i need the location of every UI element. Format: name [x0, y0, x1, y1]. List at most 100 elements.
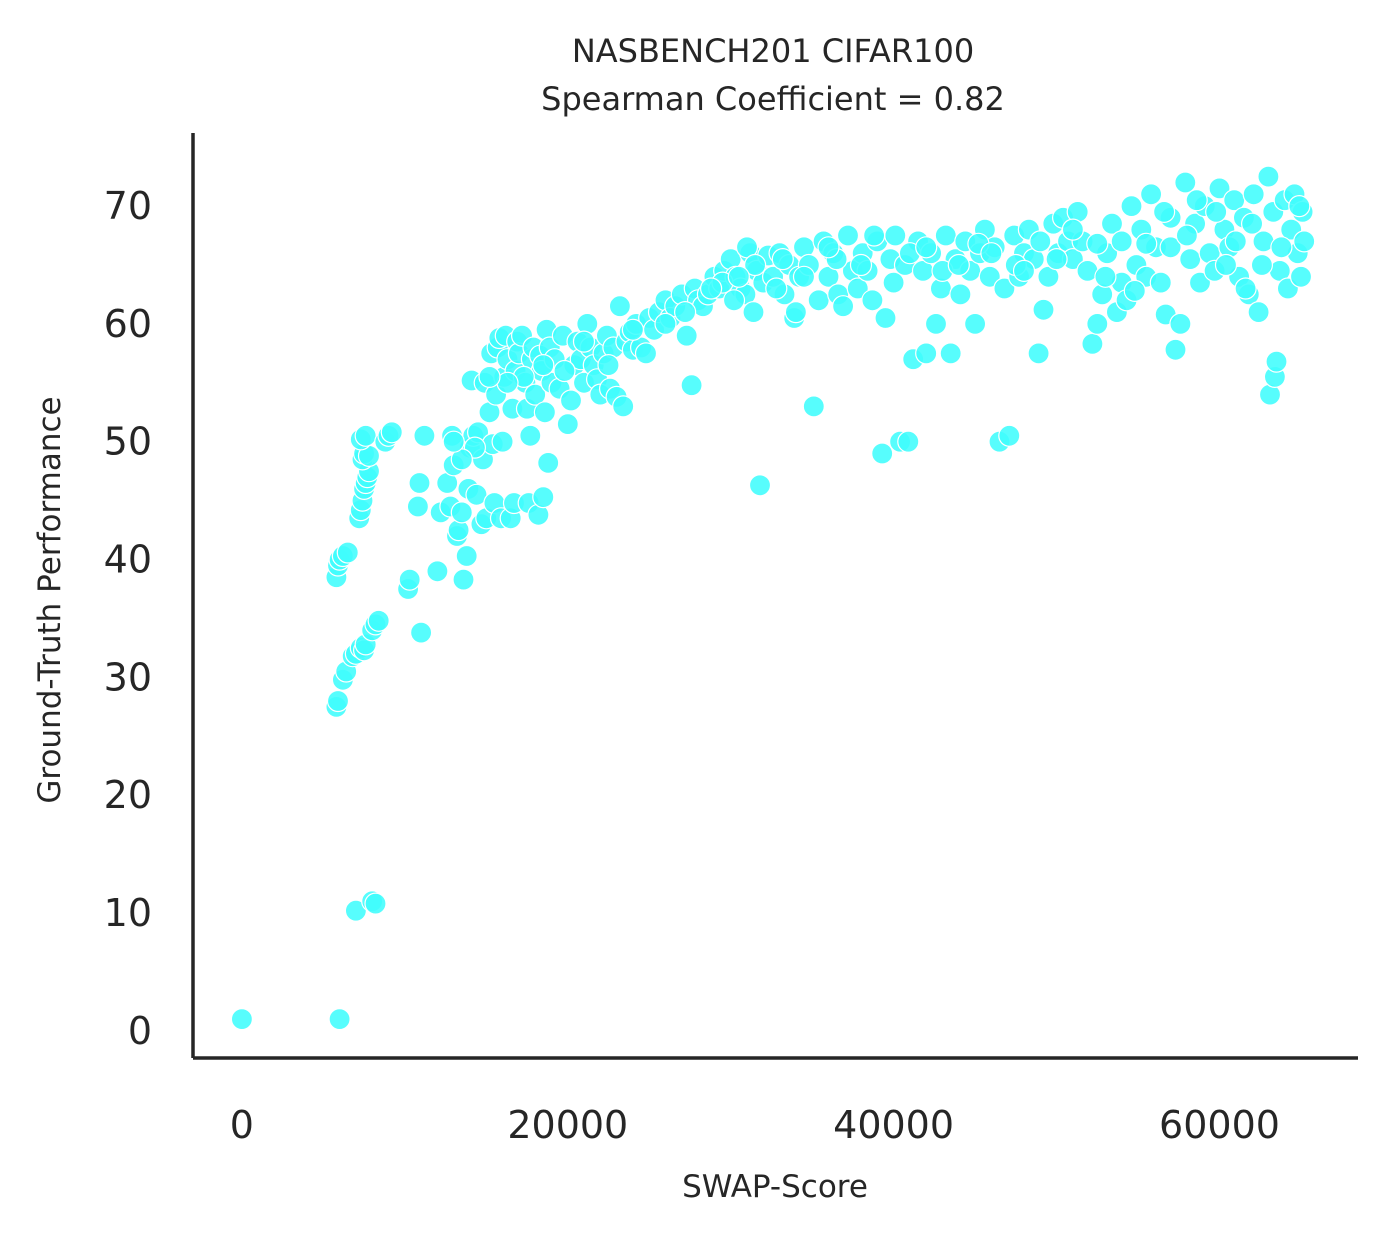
data-point [1120, 195, 1143, 218]
data-point [1288, 195, 1311, 218]
data-point [874, 306, 897, 330]
data-point [871, 442, 894, 465]
data-point [491, 430, 514, 453]
data-point [846, 277, 869, 300]
data-point [426, 560, 449, 583]
data-point [915, 342, 938, 365]
data-point [673, 301, 697, 324]
points-layer [230, 165, 1316, 1031]
data-point [849, 253, 873, 277]
data-point [608, 295, 632, 318]
y-tick-label: 30 [104, 655, 152, 699]
data-point [654, 312, 677, 335]
data-point [1247, 301, 1270, 324]
data-point [408, 471, 431, 495]
data-point [1152, 200, 1176, 223]
data-point [442, 430, 465, 453]
data-point [862, 224, 886, 247]
data-point [410, 621, 433, 644]
data-point [771, 248, 794, 271]
data-point [1032, 298, 1055, 321]
data-point [1240, 212, 1264, 235]
data-point [1188, 271, 1212, 294]
data-point [1289, 265, 1313, 288]
x-ticks: 0 20000 40000 60000 [230, 1103, 1280, 1147]
y-tick-label: 60 [104, 302, 152, 346]
data-point [742, 301, 765, 324]
data-point [1208, 177, 1231, 200]
data-point [675, 324, 698, 347]
data-point [532, 354, 555, 377]
y-tick-label: 10 [104, 891, 152, 935]
data-point [559, 389, 583, 412]
data-point [556, 413, 579, 436]
data-point [597, 354, 620, 377]
data-point [1205, 200, 1228, 223]
data-point [533, 401, 557, 424]
data-point [524, 383, 547, 406]
data-point [1293, 230, 1316, 253]
data-point [1110, 230, 1133, 253]
data-point [884, 224, 907, 247]
data-point [1169, 312, 1192, 335]
data-point [743, 253, 767, 277]
data-point [699, 277, 723, 300]
data-point [861, 289, 884, 312]
data-point [336, 541, 359, 564]
y-ticks: 0 10 20 30 40 50 60 70 [104, 184, 152, 1053]
data-point [406, 495, 429, 518]
data-point [634, 342, 658, 365]
data-point [722, 289, 746, 312]
data-point [612, 395, 635, 418]
data-point [354, 424, 377, 447]
data-point [1257, 165, 1280, 188]
data-point [230, 1007, 253, 1031]
data-point [455, 544, 478, 568]
data-point [1135, 232, 1158, 255]
data-point [1045, 248, 1068, 271]
data-point [947, 253, 970, 277]
data-point [1094, 265, 1117, 288]
y-tick-label: 0 [128, 1009, 152, 1053]
data-point [452, 568, 475, 591]
data-point [1250, 253, 1274, 277]
data-point [367, 609, 390, 632]
data-point [1175, 224, 1199, 247]
y-tick-label: 70 [104, 184, 152, 228]
data-point [934, 224, 957, 247]
data-point [380, 421, 403, 444]
data-point [328, 1007, 351, 1031]
data-point [817, 236, 840, 259]
data-point [1061, 218, 1085, 241]
data-point [1224, 230, 1247, 253]
data-point [1149, 271, 1172, 294]
data-point [993, 277, 1016, 300]
data-point [326, 689, 350, 713]
data-point [1100, 212, 1124, 235]
data-point [1174, 171, 1197, 194]
data-point [1179, 248, 1202, 271]
data-point [1027, 342, 1050, 365]
data-point [915, 236, 938, 259]
data-point [939, 342, 962, 365]
data-point [364, 892, 387, 915]
x-tick-label: 40000 [833, 1103, 954, 1147]
data-point [924, 312, 948, 335]
data-point [802, 395, 825, 418]
data-point [897, 430, 920, 453]
data-point [1139, 183, 1163, 206]
data-point [1214, 253, 1238, 277]
data-point [765, 277, 788, 300]
data-point [792, 265, 816, 288]
data-point [1242, 183, 1265, 206]
data-point [836, 224, 860, 247]
data-point [963, 312, 987, 335]
chart-title: NASBENCH201 CIFAR100 [572, 32, 974, 70]
data-point [450, 501, 473, 524]
data-point [807, 289, 830, 312]
data-point [831, 295, 855, 318]
data-point [784, 301, 808, 324]
data-point [1270, 236, 1293, 259]
